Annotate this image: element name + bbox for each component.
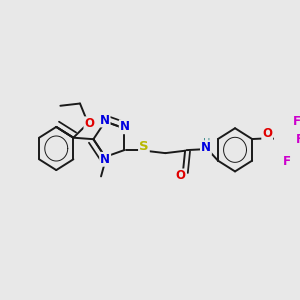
Text: S: S [139,140,149,153]
Text: O: O [84,117,94,130]
Text: O: O [176,169,186,182]
Text: F: F [292,116,300,128]
Text: N: N [120,120,130,133]
Text: F: F [296,134,300,146]
Text: N: N [201,141,211,154]
Text: H: H [203,138,210,148]
Text: F: F [283,155,291,168]
Text: N: N [100,113,110,127]
Text: O: O [262,127,272,140]
Text: N: N [100,153,110,166]
